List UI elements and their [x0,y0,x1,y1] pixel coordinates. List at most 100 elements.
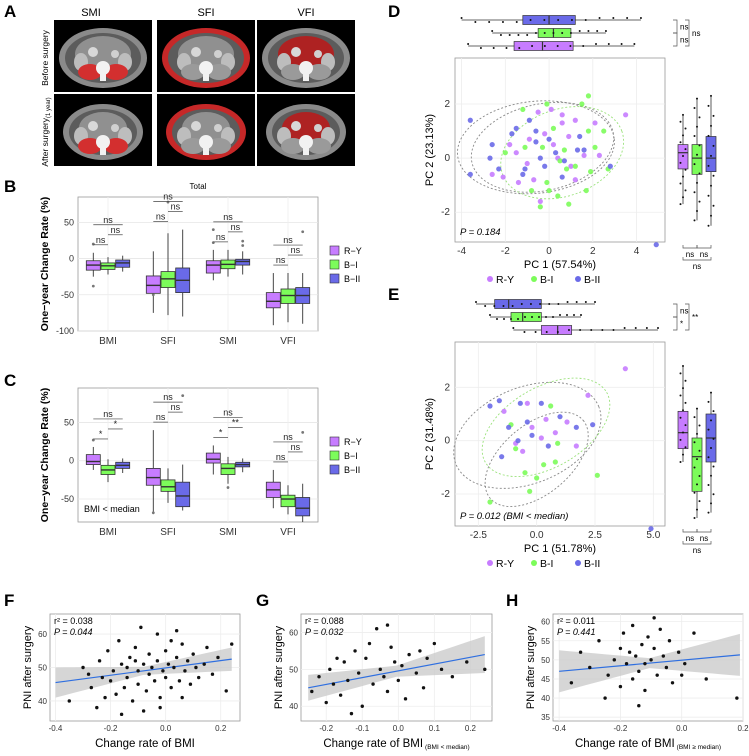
pca-point-ry [529,424,535,430]
ct-bowel-loop [111,124,119,132]
marginal-significance-bracket [696,529,712,533]
pca-point-bii [559,174,565,180]
marginal-jitter-point [524,316,526,318]
ct-spinous-process [303,146,309,155]
y-tick-label: 50 [64,417,74,427]
box-ry-sfi [145,275,161,294]
marginal-jitter-point [679,372,682,375]
data-point [400,663,404,668]
marginal-jitter-point [707,164,710,167]
pca-point-bi [585,93,592,99]
box-bii-smi [235,258,251,266]
ct-image-vfi-after [257,94,355,166]
marginal-jitter-point [607,43,610,45]
marginal-jitter-point [684,379,687,382]
marginal-jitter-point [518,47,521,49]
ct-column-title-smi: SMI [81,7,101,19]
pca-point-bii [590,422,596,428]
pca-point-ry [500,174,506,180]
x-tick-label: -4 [457,246,466,257]
data-point [414,671,419,675]
marginal-significance-label: ns [686,534,694,543]
marginal-box-top-ry [540,325,573,335]
data-point [169,639,173,643]
data-point [396,678,401,683]
data-point [185,659,190,663]
x-axis-label-subscript: (BMI ≥ median) [677,744,721,751]
x-tick-label: 0.0 [160,724,172,733]
data-point [108,679,113,683]
marginal-jitter-point [511,305,514,307]
marginal-jitter-point [696,508,698,511]
pca-point-bi [552,459,558,465]
data-point [152,679,157,683]
legend-marker-bii [575,276,581,282]
y-axis-label: PC 2 (23.13%) [424,114,436,186]
data-point [637,669,641,674]
pca-point-bi [502,150,508,156]
significance-label: ns [216,232,226,242]
box-ry-bmi [85,454,101,465]
data-point [342,660,346,664]
outlier-point [241,239,245,243]
marginal-jitter-point [520,303,523,305]
data-point [439,667,444,672]
data-point [683,661,687,666]
pca-point-bi [579,101,585,107]
marginal-jitter-point [710,214,712,217]
data-point [418,649,422,653]
legend-label-bi: B-I [540,558,553,570]
marginal-jitter-point [573,314,575,316]
marginal-jitter-point [712,114,715,117]
pca-point-ry [592,120,598,126]
pca-point-bi [539,144,546,150]
marginal-jitter-point [696,209,698,212]
marginal-jitter-point [569,45,572,47]
data-point [652,616,656,620]
confidence-ellipse-bi [500,106,625,200]
y-axis-label: PNI after surgery [273,625,285,709]
marginal-jitter-point [523,331,526,333]
marginal-jitter-point [612,329,615,331]
x-tick-label: -0.4 [49,724,63,733]
marginal-jitter-point [707,483,710,486]
confidence-ellipse-bii [484,411,589,507]
marginal-jitter-point [590,329,593,331]
ct-spinous-process [303,72,309,81]
marginal-jitter-point [484,305,487,307]
legend-label-bi: B−I [344,451,358,461]
plot-frame [454,57,666,243]
marginal-jitter-point [710,184,712,187]
data-point [331,682,336,686]
data-point [117,639,121,643]
pca-point-bi [537,204,543,210]
ct-bowel-loop [314,50,322,58]
marginal-jitter-point [567,329,570,331]
marginal-box-top-bi [510,312,542,322]
subset-note: BMI < median [84,504,140,514]
data-point [569,681,574,685]
pca-point-bii [607,163,613,169]
marginal-jitter-point [531,45,534,47]
pca-point-ry [513,150,519,156]
r-squared-label: r² = 0.038 [54,616,93,626]
panel-letter-d: D [388,2,400,21]
pca-point-bii [533,128,539,134]
pca-point-ry [524,160,530,167]
x-tick-label-bmi: BMI [99,336,117,347]
legend-marker-ry [487,276,493,282]
data-point [618,646,623,651]
marginal-significance-label: ns [680,307,688,316]
data-point [735,696,739,700]
significance-label: * [99,429,103,439]
data-point [338,693,343,697]
pca-point-bii [506,424,512,430]
pca-point-bi [522,470,528,476]
data-point [324,700,328,705]
data-point [81,665,85,670]
data-point [432,641,437,646]
data-point [128,655,132,660]
marginal-jitter-point [492,47,495,49]
